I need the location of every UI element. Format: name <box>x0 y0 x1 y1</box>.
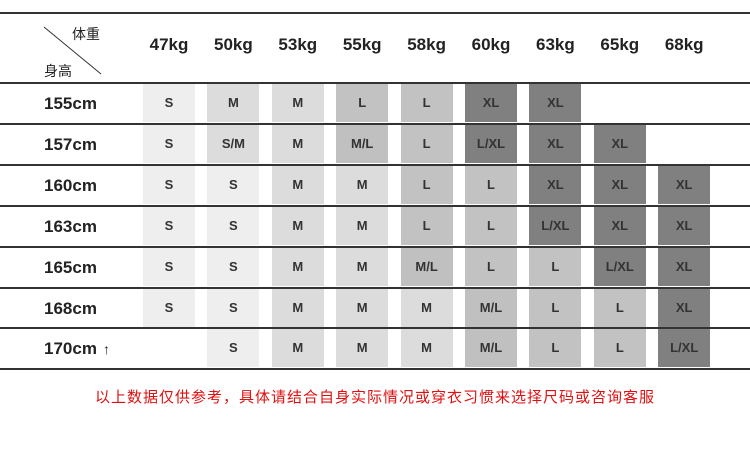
size-cell: XL <box>658 207 711 245</box>
size-cell: S <box>207 207 260 245</box>
size-cell: L <box>529 329 582 367</box>
weight-header: 65kg <box>600 35 640 54</box>
weight-header: 68kg <box>664 35 704 54</box>
size-cell: M/L <box>400 248 453 286</box>
size-cell: S <box>143 207 195 245</box>
height-value: 165cm <box>44 258 97 277</box>
size-cell: XL <box>529 125 582 163</box>
size-cell: L <box>400 166 453 204</box>
size-cell: L <box>593 289 646 327</box>
size-cell: S <box>143 289 195 327</box>
height-value: 155cm <box>44 94 97 113</box>
height-label: 170cm ↑ <box>44 328 110 370</box>
size-cell: L <box>465 248 517 286</box>
size-cell: L <box>529 248 582 286</box>
size-cell: XL <box>593 166 646 204</box>
size-cell: S <box>143 248 195 286</box>
size-cell: M <box>271 166 324 204</box>
height-value: 160cm <box>44 176 97 195</box>
table-divider <box>0 123 750 125</box>
size-cell: XL <box>658 166 711 204</box>
up-arrow-icon: ↑ <box>102 341 110 357</box>
size-cell: M <box>400 289 453 327</box>
weight-header: 60kg <box>471 35 511 54</box>
size-cell: XL <box>529 84 582 122</box>
size-cell: M <box>336 289 389 327</box>
size-cell: M <box>271 329 324 367</box>
size-cell: XL <box>593 125 646 163</box>
size-cell: L <box>336 84 389 122</box>
size-cell: S <box>143 125 195 163</box>
size-cell: XL <box>658 248 711 286</box>
weight-header: 53kg <box>278 35 318 54</box>
size-cell: M <box>336 207 389 245</box>
size-cell: XL <box>658 289 711 327</box>
size-cell: M <box>271 289 324 327</box>
table-divider <box>0 246 750 248</box>
size-cell: L <box>593 329 646 367</box>
size-cell: S <box>143 84 195 122</box>
size-cell: M <box>207 84 260 122</box>
height-label: 155cm <box>44 83 97 124</box>
size-cell: L/XL <box>465 125 517 163</box>
disclaimer-note: 以上数据仅供参考，具体请结合自身实际情况或穿衣习惯来选择尺码或咨询客服 <box>94 389 655 406</box>
size-cell: L <box>400 84 453 122</box>
size-cell: M/L <box>465 329 517 367</box>
height-label: 163cm <box>44 206 97 247</box>
size-cell: XL <box>529 166 582 204</box>
size-cell: S <box>143 166 195 204</box>
size-cell: S <box>207 166 260 204</box>
size-cell: M <box>400 329 453 367</box>
height-label: 160cm <box>44 165 97 206</box>
size-cell: M <box>271 207 324 245</box>
size-cell: M <box>336 248 389 286</box>
weight-header: 50kg <box>214 35 253 54</box>
size-cell: XL <box>593 207 646 245</box>
height-label: 165cm <box>44 247 97 288</box>
height-value: 170cm <box>44 339 97 358</box>
weight-header: 55kg <box>342 35 382 54</box>
table-divider <box>0 82 750 84</box>
table-divider <box>0 164 750 166</box>
size-cell: L <box>465 166 517 204</box>
size-cell: M/L <box>465 289 517 327</box>
height-label: 157cm <box>44 124 97 165</box>
table-divider <box>0 287 750 289</box>
size-cell: M <box>271 84 324 122</box>
table-divider <box>0 368 750 370</box>
weight-axis-label: 体重 <box>72 26 100 42</box>
size-cell: L/XL <box>658 329 711 367</box>
size-cell: S/M <box>207 125 260 163</box>
size-cell: L <box>529 289 582 327</box>
size-cell: S <box>207 329 260 367</box>
weight-header: 58kg <box>407 35 446 54</box>
table-divider <box>0 12 750 14</box>
height-axis-label: 身高 <box>44 63 72 79</box>
height-label: 168cm <box>44 288 97 329</box>
table-divider <box>0 205 750 207</box>
height-value: 157cm <box>44 135 97 154</box>
size-cell: M/L <box>336 125 389 163</box>
size-cell: M <box>336 166 389 204</box>
table-divider <box>0 327 750 329</box>
diagonal-divider <box>43 26 102 75</box>
size-cell: S <box>207 289 260 327</box>
weight-header: 63kg <box>536 35 575 54</box>
size-cell: M <box>336 329 389 367</box>
size-cell: L/XL <box>529 207 582 245</box>
weight-header: 47kg <box>149 35 189 54</box>
corner-header: 体重 身高 <box>0 14 135 83</box>
size-cell: L <box>400 125 453 163</box>
height-value: 168cm <box>44 299 97 318</box>
size-cell: M <box>271 248 324 286</box>
size-cell: XL <box>465 84 517 122</box>
size-cell: M <box>271 125 324 163</box>
size-cell: S <box>207 248 260 286</box>
size-cell: L <box>400 207 453 245</box>
height-value: 163cm <box>44 217 97 236</box>
size-cell: L <box>465 207 517 245</box>
size-cell: L/XL <box>593 248 646 286</box>
